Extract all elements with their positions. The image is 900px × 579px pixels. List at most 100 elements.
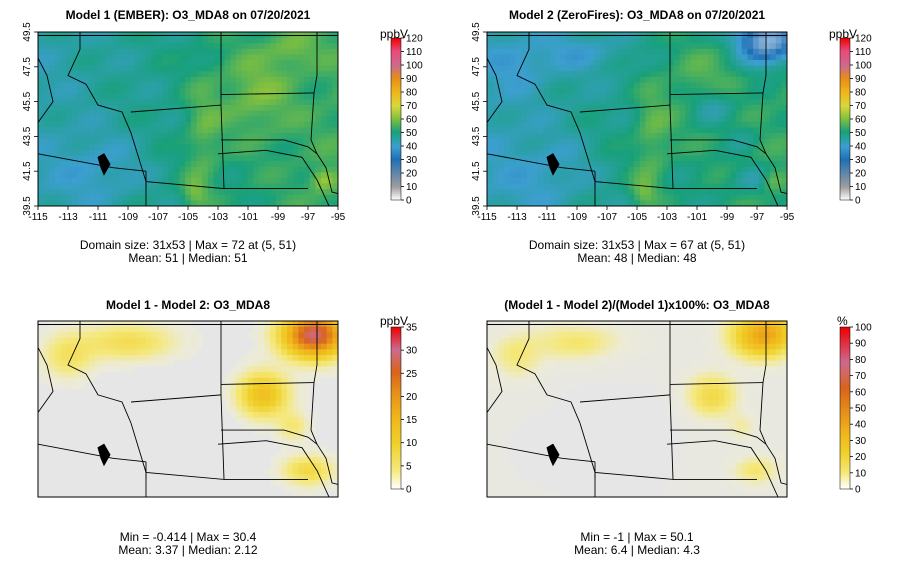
map-cell [645,110,652,117]
map-cell [179,423,186,430]
map-cell [668,71,675,78]
map-cell [173,43,181,50]
map-cell [258,172,266,179]
map-cell [775,93,782,100]
map-cell [298,121,305,129]
map-cell [241,144,249,151]
map-cell [100,440,107,447]
map-cell [526,48,533,56]
map-cell [100,110,107,117]
map-cell [230,37,237,44]
map-cell [532,48,539,56]
map-cell [309,194,316,201]
map-cell [304,451,311,458]
map-cell [685,54,692,61]
map-cell [775,166,782,173]
map-cell [690,104,698,112]
map-cell [679,155,686,162]
map-cell [707,60,715,67]
map-cell [83,138,90,145]
map-cell [247,116,254,123]
map-cell [179,60,186,67]
map-cell [281,406,288,413]
map-cell [162,149,169,157]
map-cell [54,121,62,129]
map-cell [207,127,215,134]
map-cell [526,144,533,151]
map-cell [185,355,192,362]
map-cell [71,479,79,487]
map-cell [583,183,590,190]
map-cell [258,411,266,419]
map-cell [264,60,271,67]
map-cell [196,468,203,475]
map-cell [298,411,305,419]
map-cell [656,149,664,157]
map-cell [230,338,237,345]
map-cell [770,88,777,95]
map-cell [713,54,720,61]
map-cell [162,48,169,56]
map-cell [639,54,647,61]
map-cell [66,189,73,196]
map-cell [719,144,726,151]
map-cell [173,417,181,424]
map-cell [736,37,743,44]
map-cell [736,43,743,50]
map-cell [270,149,277,157]
map-cell [162,138,169,145]
map-cell [326,43,333,50]
map-cell [764,189,771,196]
map-cell [117,423,124,430]
map-cell [128,445,135,453]
map-cell [190,360,198,368]
map-cell [264,65,271,72]
map-cell [668,177,675,185]
map-cell [696,71,703,78]
map-cell [253,338,260,345]
map-cell [492,99,499,106]
map-cell [645,166,652,173]
map-cell [162,428,169,436]
map-cell [77,200,84,206]
map-cell [588,161,596,168]
map-cell [134,383,141,390]
map-cell [605,110,613,117]
map-cell [60,366,67,373]
map-cell [554,166,562,173]
map-cell [543,200,550,206]
map-cell [498,177,505,185]
map-cell [54,76,62,84]
map-cell [287,54,294,61]
map-cell [611,99,618,106]
map-cell [321,445,328,453]
map-cell [566,99,573,106]
map-cell [758,43,765,50]
map-cell [537,155,545,162]
map-cell [549,37,556,44]
map-cell [549,82,556,89]
map-cell [287,389,294,396]
map-cell [639,200,647,206]
map-cell [298,110,305,117]
map-cell [111,54,118,61]
map-cell [241,82,249,89]
map-cell [83,166,90,173]
map-cell [605,166,613,173]
map-cell [247,177,254,185]
map-cell [554,138,562,145]
map-cell [560,65,567,72]
map-cell [577,76,584,84]
map-cell [88,406,96,413]
map-cell [332,428,338,436]
map-cell [219,355,226,362]
map-cell [145,183,152,190]
map-cell [332,116,338,123]
map-cell [168,133,175,140]
map-cell [292,172,299,179]
map-cell [88,71,96,78]
map-cell [83,177,90,185]
map-cell [577,183,584,190]
map-cell [292,144,299,151]
map-cell [134,372,141,379]
